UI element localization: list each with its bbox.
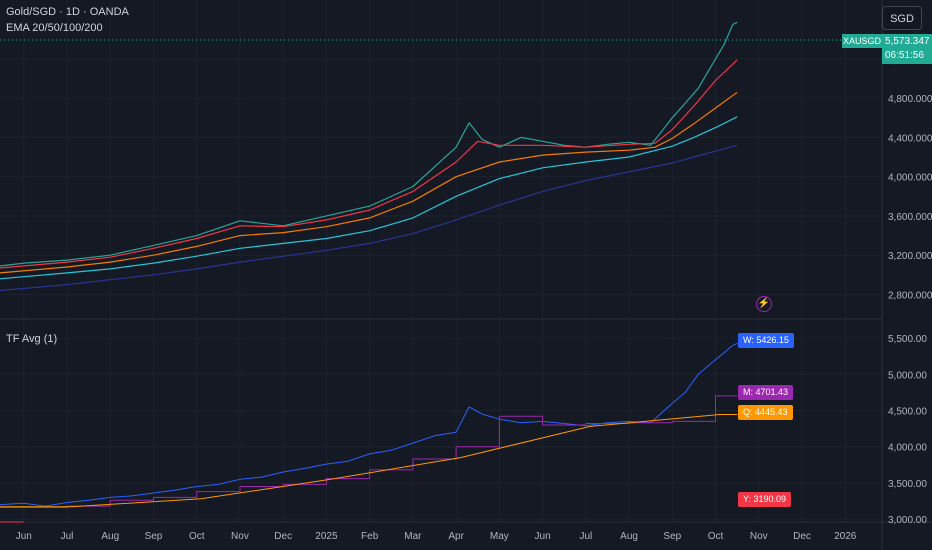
currency-button[interactable]: SGD: [882, 6, 922, 30]
x-tick-label: Dec: [274, 531, 292, 542]
y-tick-label: 3,600.000: [888, 212, 932, 223]
y-tick-label: 4,000.00: [888, 443, 927, 454]
weekly-avg-label: W: 5426.15: [738, 333, 794, 348]
y-tick-label: 3,500.00: [888, 479, 927, 490]
series-line-ema-200: [0, 144, 738, 292]
x-tick-label: Sep: [145, 531, 163, 542]
series-line-w: [0, 343, 738, 507]
quarterly-avg-label: Q: 4445.43: [738, 405, 793, 420]
monthly-avg-label: M: 4701.43: [738, 385, 794, 400]
series-line-ema-50: [0, 91, 738, 274]
x-tick-label: Dec: [793, 531, 811, 542]
y-tick-label: 4,400.000: [888, 133, 932, 144]
x-tick-label: Feb: [361, 531, 379, 542]
series-line-price: [0, 21, 738, 267]
x-tick-label: Aug: [101, 531, 119, 542]
x-tick-label: Aug: [620, 531, 638, 542]
series-line-ema-20: [0, 59, 738, 269]
price-pane-grid: [0, 0, 882, 319]
x-tick-label: Jul: [579, 531, 592, 542]
x-tick-label: 2026: [834, 531, 857, 542]
y-tick-label: 5,500.00: [888, 334, 927, 345]
y-tick-label: 2,800.000: [888, 290, 932, 301]
price-series-layer: [0, 21, 738, 292]
symbol-price-tag: XAUSGD: [842, 34, 882, 48]
x-tick-label: Oct: [189, 531, 205, 542]
series-line-ema-100: [0, 116, 738, 280]
symbol-title[interactable]: Gold/SGD · 1D · OANDA: [6, 6, 129, 18]
y-tick-label: 3,200.000: [888, 251, 932, 262]
x-tick-label: Sep: [663, 531, 681, 542]
time-axis[interactable]: Jun Jul Aug Sep Oct Nov Dec 2025 Feb Mar Apr May Jun…: [16, 531, 857, 542]
y-tick-label: 5,000.00: [888, 370, 927, 381]
x-tick-label: Mar: [404, 531, 422, 542]
y-tick-label: 4,800.000: [888, 94, 932, 105]
x-tick-label: Nov: [231, 531, 249, 542]
x-tick-label: Jun: [16, 531, 32, 542]
series-line-q: [0, 414, 738, 508]
x-tick-label: Nov: [750, 531, 768, 542]
tfavg-axis[interactable]: 5,500.00 5,000.00 4,500.00 4,000.00 3,500.00…: [888, 334, 927, 526]
ema-legend[interactable]: EMA 20/50/100/200: [6, 22, 103, 34]
x-tick-label: May: [490, 531, 509, 542]
y-tick-label: 4,000.000: [888, 173, 932, 184]
tfavg-legend[interactable]: TF Avg (1): [6, 333, 58, 345]
bar-countdown: 06:51:56: [885, 50, 924, 61]
y-tick-label: 3,000.00: [888, 515, 927, 526]
lightning-bolt-icon[interactable]: ⚡: [756, 296, 772, 312]
y-tick-label: 4,500.00: [888, 407, 927, 418]
x-tick-label: Jul: [61, 531, 74, 542]
x-tick-label: 2025: [315, 531, 338, 542]
tfavg-series-layer: [0, 343, 738, 523]
yearly-avg-label: Y: 3190.09: [738, 492, 792, 507]
x-tick-label: Jun: [535, 531, 551, 542]
x-tick-label: Oct: [708, 531, 724, 542]
x-tick-label: Apr: [448, 531, 464, 542]
last-price-label: 5,573.347 06:51:56: [882, 34, 932, 64]
last-price-value: 5,573.347: [885, 36, 930, 47]
